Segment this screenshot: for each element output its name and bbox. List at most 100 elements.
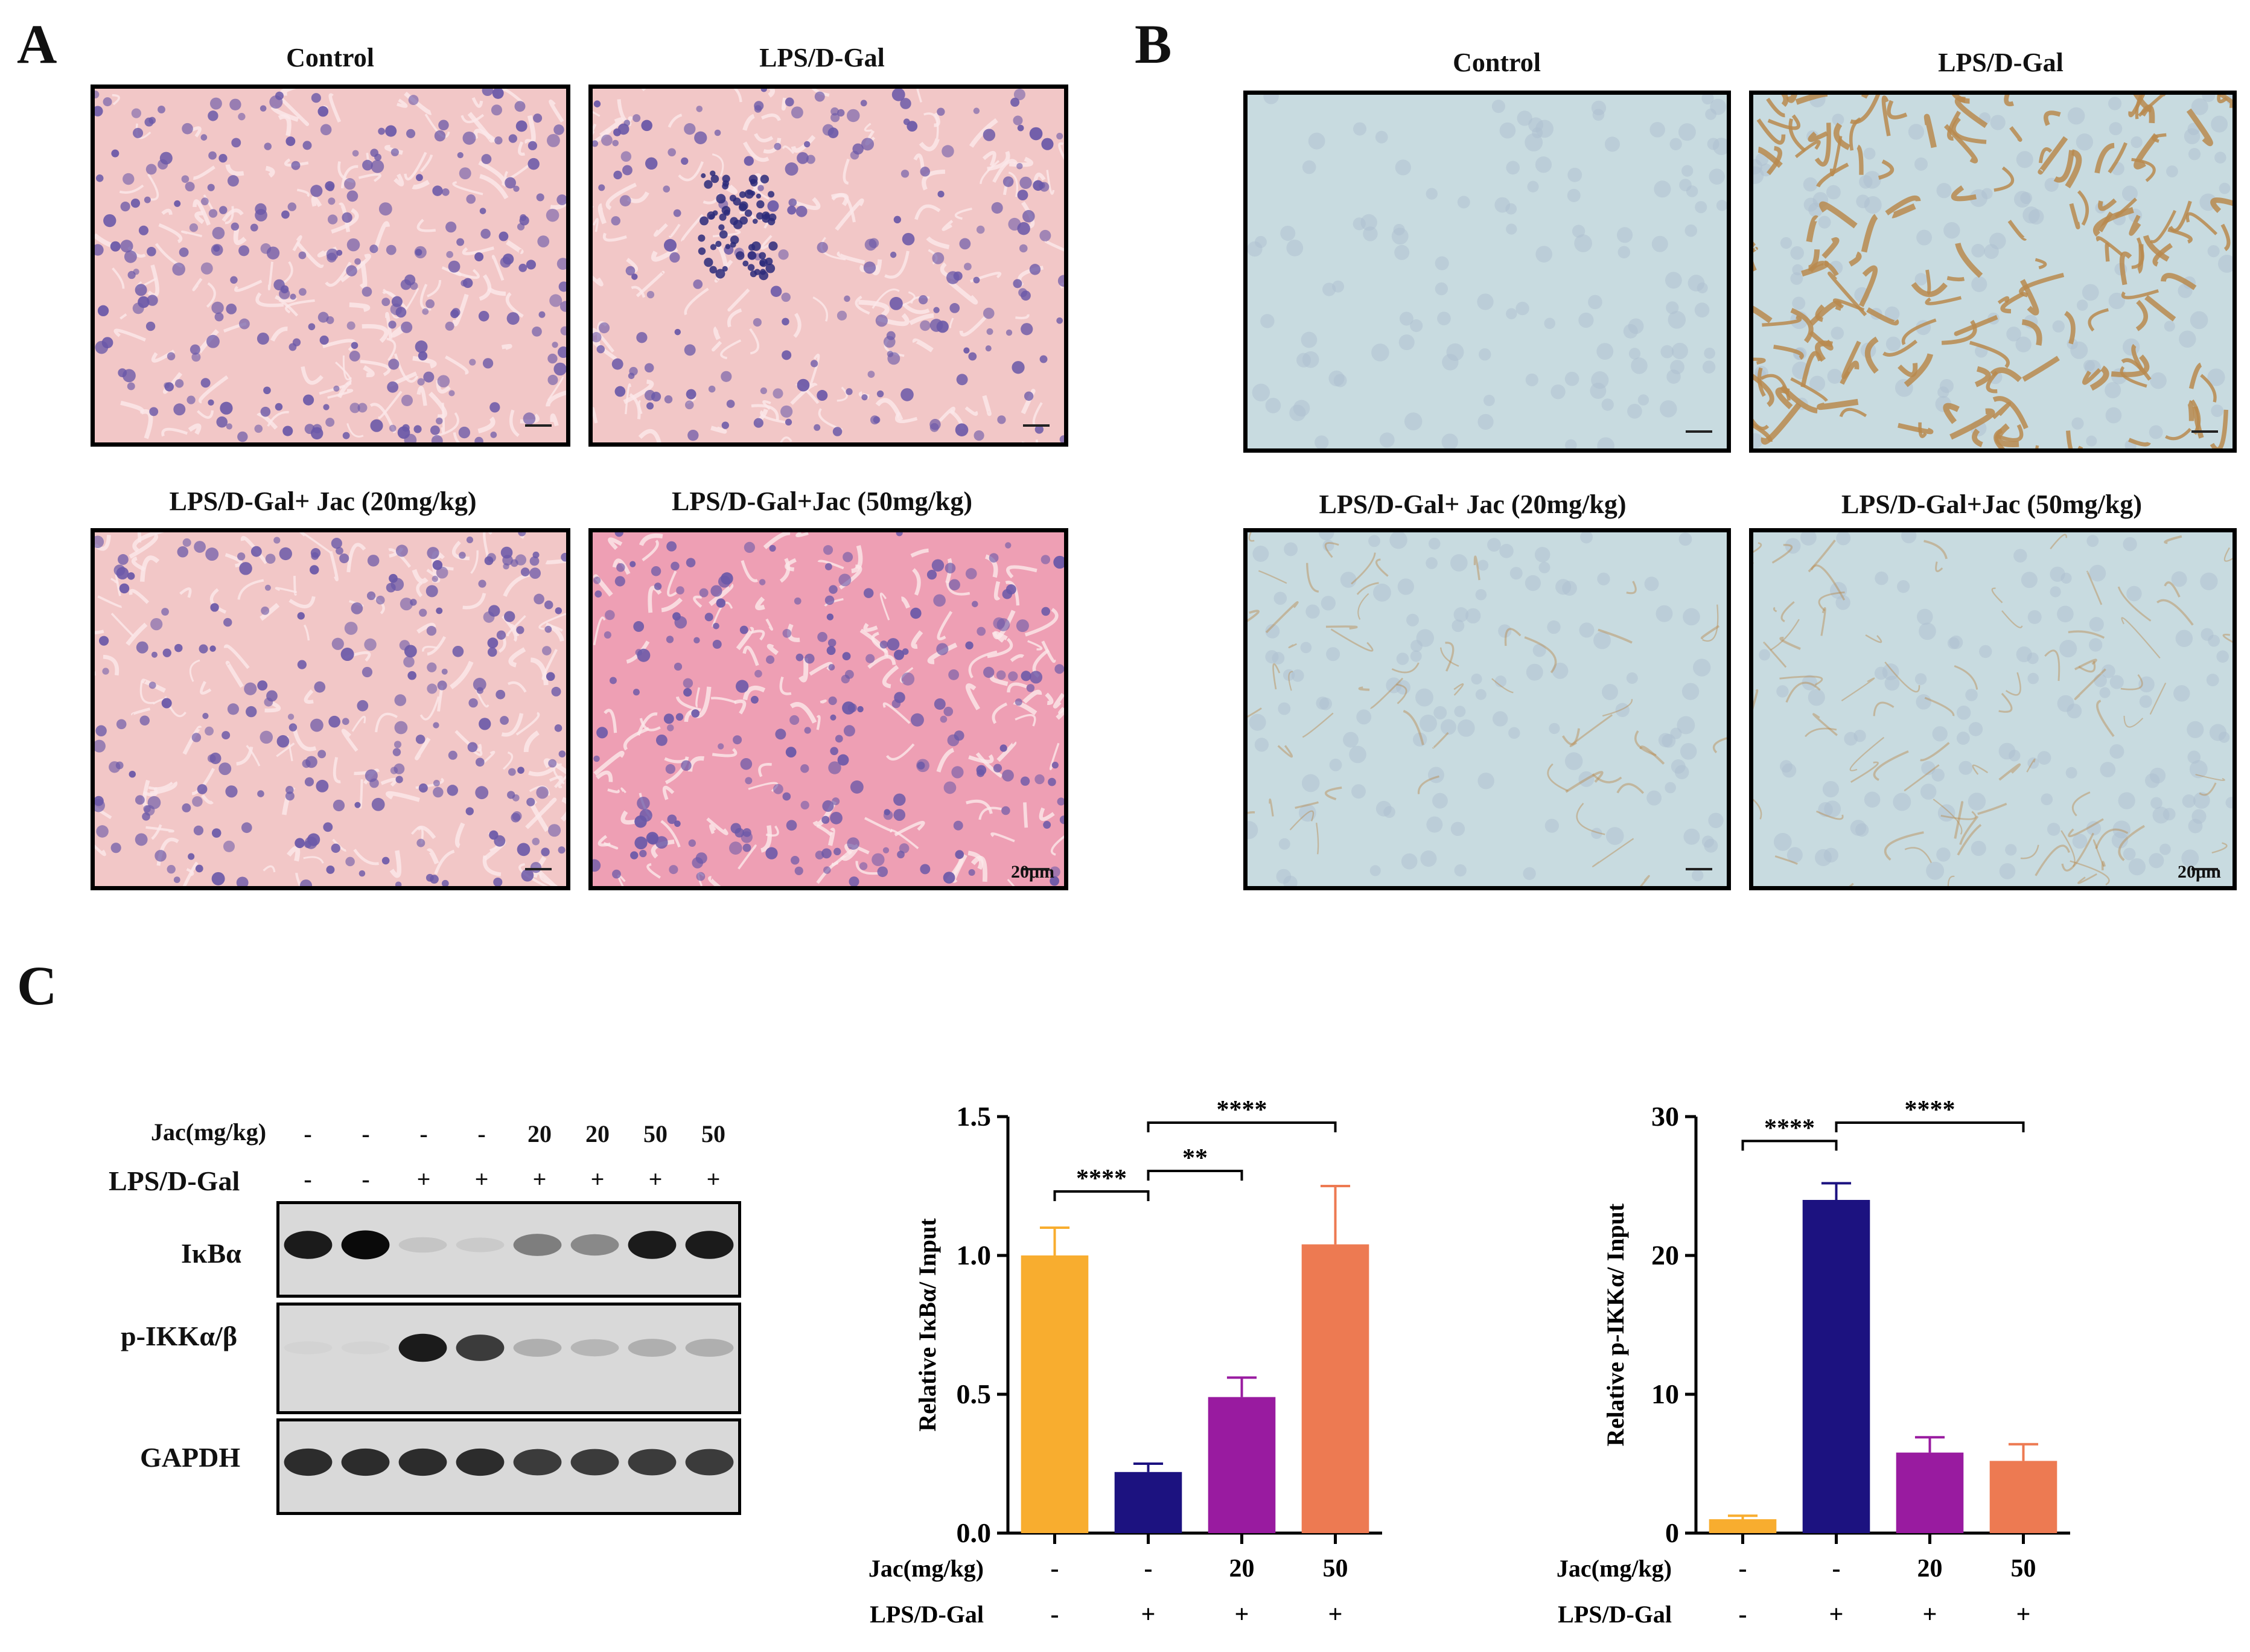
y-tick-label: 20 [1651,1240,1679,1271]
caption-b-lps: LPS/D-Gal [1938,48,2064,77]
wb-band-1-lane-1 [284,1341,333,1354]
significance-label-3: **** [1217,1096,1267,1124]
bar-4 [1989,1461,2057,1533]
wb-lps-value: + [532,1166,547,1193]
wb-jac-value: - [362,1120,370,1147]
wb-jac-label: Jac(mg/kg) [151,1118,267,1146]
panel-letter-b: B [1135,13,1172,75]
wb-band-2-lane-1 [284,1448,333,1476]
wb-band-0-lane-3 [398,1237,447,1253]
caption-a-jac50: LPS/D-Gal+Jac (50mg/kg) [671,486,973,516]
wb-band-1-lane-7 [628,1339,677,1357]
wb-band-2-lane-2 [341,1448,390,1476]
lps-value: + [2016,1601,2031,1628]
significance-label-1: **** [1764,1114,1815,1142]
he-image-jac20 [91,528,570,890]
jac-row-label: Jac(mg/kg) [869,1555,984,1582]
scale-bar-label-a: 20μm [1011,862,1054,882]
wb-band-label-pikk: p-IKKα/β [121,1321,238,1351]
bar-1 [1709,1519,1777,1533]
jac-value: - [1144,1555,1153,1583]
wb-jac-value: 50 [643,1120,668,1147]
significance-bracket-2 [1147,1170,1243,1181]
jac-value: 50 [1323,1555,1348,1583]
y-tick-label: 1.0 [957,1240,992,1271]
wb-band-0-lane-7 [628,1231,677,1259]
caption-a-lps: LPS/D-Gal [759,43,885,72]
wb-band-1-lane-8 [685,1339,734,1357]
lps-row-label: LPS/D-Gal [870,1601,984,1628]
caption-a-control: Control [286,43,374,72]
wb-lps-value: + [706,1166,721,1193]
bar-1 [1021,1255,1089,1533]
wb-lps-value: + [416,1166,431,1193]
lps-value: + [1235,1601,1249,1628]
wb-band-0-lane-5 [513,1234,562,1256]
wb-band-2-lane-3 [398,1448,447,1476]
lps-value: + [1141,1601,1156,1628]
scale-bar-label-b: 20μm [2178,862,2221,882]
significance-bracket-3 [1147,1121,1337,1132]
lps-value: + [1328,1601,1343,1628]
jac-value: 20 [1229,1555,1255,1583]
wb-jac-value: 50 [701,1120,725,1147]
wb-band-2-lane-7 [628,1449,677,1476]
wb-jac-value: - [477,1120,486,1147]
wb-lps-value: - [304,1166,312,1193]
wb-band-label-gapdh: GAPDH [140,1442,241,1473]
wb-band-2-lane-6 [570,1449,619,1476]
panel-letter-a: A [17,13,57,75]
y-tick-label: 0.0 [957,1517,992,1548]
ihc-image-control [1243,91,1731,453]
bar-2 [1114,1472,1182,1533]
ikba-bar-chart: 0.0 0.5 1.0 1.5 Relative IκBα/ Input - - - +20 +5… [869,1096,1382,1628]
wb-jac-value: 20 [527,1120,552,1147]
caption-b-jac50: LPS/D-Gal+Jac (50mg/kg) [1841,490,2143,519]
jac-value: - [1832,1555,1841,1583]
wb-band-1-lane-3 [398,1333,447,1362]
jac-value: - [1739,1555,1747,1583]
significance-bracket-1 [1741,1140,1838,1151]
ihc-image-jac20 [1243,528,1731,890]
y-tick-label: 1.5 [957,1101,992,1132]
wb-band-0-lane-2 [341,1230,390,1260]
he-image-jac50 [588,528,1068,890]
wb-lps-value: + [590,1166,605,1193]
wb-jac-value: - [419,1120,428,1147]
bar-3 [1896,1452,1964,1533]
he-image-lps [588,85,1068,447]
he-image-control [91,85,570,447]
jac-value: 20 [1917,1555,1943,1583]
pikk-bar-chart: 0 10 20 30 Relative p-IKKα/ Input - - - +20 +50 + J… [1557,1096,2070,1628]
lps-value: + [1923,1601,1937,1628]
wb-band-1-lane-2 [341,1341,390,1354]
wb-band-0-lane-6 [570,1234,619,1256]
wb-lps-label: LPS/D-Gal [109,1166,240,1196]
wb-jac-value: 20 [585,1120,610,1147]
y-axis-label: Relative IκBα/ Input [914,1218,941,1432]
bar-4 [1301,1244,1369,1533]
wb-lps-value: + [648,1166,663,1193]
wb-lps-value: + [474,1166,489,1193]
wb-band-1-lane-5 [513,1339,562,1357]
lps-row-label: LPS/D-Gal [1558,1601,1672,1628]
bar-2 [1802,1200,1870,1533]
y-axis-label: Relative p-IKKα/ Input [1602,1203,1629,1446]
lps-value: + [1829,1601,1844,1628]
panel-letter-c: C [17,955,57,1016]
wb-band-1-lane-6 [570,1339,619,1357]
wb-band-1-lane-4 [456,1335,505,1361]
wb-band-0-lane-8 [685,1231,734,1259]
wb-band-0-lane-4 [456,1237,505,1252]
y-tick-label: 30 [1651,1101,1679,1132]
lps-value: - [1739,1601,1747,1628]
wb-blot-ikba [276,1201,741,1298]
lps-value: - [1051,1601,1059,1628]
jac-row-label: Jac(mg/kg) [1557,1555,1672,1582]
wb-band-0-lane-1 [284,1231,333,1259]
wb-blot-gapdh [276,1418,741,1515]
y-tick-label: 0 [1665,1517,1679,1548]
caption-b-jac20: LPS/D-Gal+ Jac (20mg/kg) [1319,490,1627,519]
jac-value: 50 [2011,1555,2036,1583]
bar-3 [1208,1397,1276,1533]
